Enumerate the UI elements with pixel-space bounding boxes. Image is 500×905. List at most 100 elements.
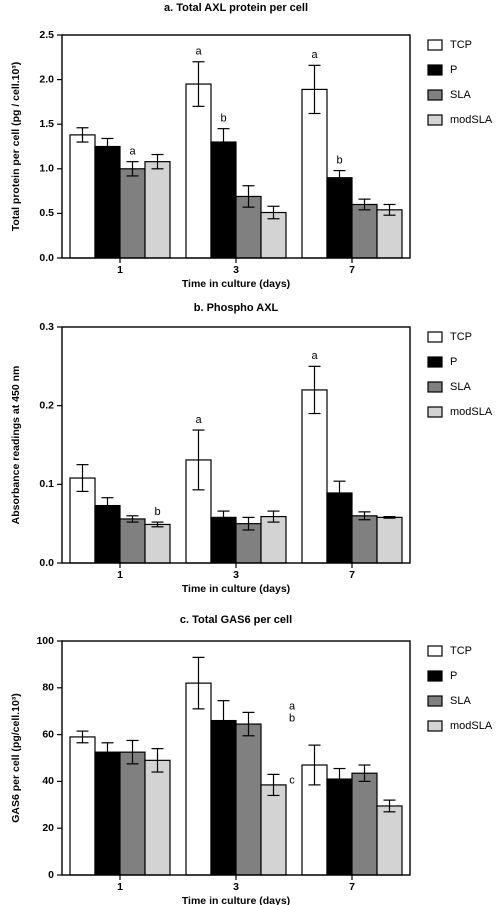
bar [144, 523, 171, 564]
error-bar [126, 161, 139, 177]
bar [260, 784, 287, 876]
bar [301, 88, 328, 259]
x-tick-label: 1 [117, 569, 123, 581]
significance-letter: b [336, 154, 342, 166]
y-tick-label: 2.0 [39, 73, 54, 85]
bar [235, 723, 262, 876]
bar [326, 778, 353, 876]
bar [144, 161, 171, 259]
chart-title: a. Total AXL protein per cell [164, 2, 308, 14]
significance-letter: b [220, 113, 226, 125]
y-tick-label: 100 [36, 635, 54, 647]
y-tick-label: 40 [42, 775, 54, 787]
bar [119, 518, 146, 564]
bar [94, 751, 121, 876]
legend-swatch [427, 720, 443, 732]
error-bar [192, 656, 205, 710]
significance-letter: a [195, 46, 202, 58]
plot-frame [61, 640, 411, 876]
bar [326, 177, 353, 259]
significance-letter: c [289, 774, 295, 786]
bar [376, 805, 403, 876]
bar [94, 145, 121, 259]
x-tick-label: 7 [349, 264, 355, 276]
chart: a. Total AXL protein per cell Total prote… [10, 2, 493, 290]
error-bar [217, 700, 230, 742]
error-bar [333, 767, 346, 791]
bar [351, 203, 378, 259]
plot-frame [61, 326, 411, 564]
y-tick-label: 0.0 [39, 252, 54, 264]
error-bar [383, 515, 396, 519]
error-bar [358, 198, 371, 211]
error-bar [76, 730, 89, 744]
legend-swatch [427, 670, 443, 682]
y-tick-label: 1.0 [39, 163, 54, 175]
bar [376, 516, 403, 564]
x-tick-label: 3 [233, 264, 239, 276]
error-bar [192, 429, 205, 491]
y-axis-title: GAS6 per cell (pg/cell.10³) [10, 693, 22, 823]
x-tick-label: 1 [117, 881, 123, 893]
bar [119, 168, 146, 259]
error-bar [333, 169, 346, 186]
y-tick-label: 0.3 [39, 321, 54, 333]
chart: c. Total GAS6 per cell GAS6 per cell (pg/… [10, 614, 493, 905]
error-bar [151, 521, 164, 528]
error-bar [217, 510, 230, 525]
error-bar [192, 61, 205, 107]
error-bar [383, 799, 396, 813]
legend-label: modSLA [450, 720, 493, 732]
legend-label: TCP [450, 331, 472, 343]
error-bar [101, 497, 114, 515]
legend-label: P [450, 356, 457, 368]
legend-swatch [427, 89, 443, 101]
x-tick-label: 1 [117, 264, 123, 276]
error-bar [333, 480, 346, 506]
bar [351, 515, 378, 564]
legend-label: SLA [450, 695, 471, 707]
error-bar [101, 137, 114, 156]
legend-label: SLA [450, 89, 471, 101]
legend-label: P [450, 64, 457, 76]
error-bar [358, 764, 371, 783]
error-bar [151, 153, 164, 170]
legend-label: TCP [450, 39, 472, 51]
significance-letter: a [289, 701, 296, 713]
legend-swatch [427, 695, 443, 707]
error-bar [76, 464, 89, 493]
error-bar [308, 744, 321, 786]
bar [210, 719, 237, 876]
bar [210, 141, 237, 259]
x-tick-label: 7 [349, 881, 355, 893]
y-tick-label: 0.0 [39, 557, 54, 569]
y-axis-title: Absorbance readings at 450 nm [10, 366, 22, 525]
bar [94, 504, 121, 564]
error-bar [242, 711, 255, 737]
error-bar [151, 748, 164, 773]
error-bar [101, 742, 114, 763]
x-axis-title: Time in culture (days) [182, 278, 290, 290]
error-bar [308, 64, 321, 115]
significance-letter: a [129, 146, 136, 158]
error-bar [358, 511, 371, 521]
y-tick-label: 20 [42, 822, 54, 834]
legend-swatch [427, 39, 443, 51]
y-tick-label: 2.5 [39, 29, 54, 41]
legend-swatch [427, 406, 443, 418]
bar [301, 389, 328, 564]
legend-label: TCP [450, 645, 472, 657]
legend-swatch [427, 64, 443, 76]
bar [260, 515, 287, 564]
bar [119, 751, 146, 876]
error-bar [126, 739, 139, 765]
x-axis-title: Time in culture (days) [182, 583, 290, 595]
y-axis-title: Total protein per cell (pg / cell.10³) [10, 62, 22, 232]
legend-swatch [427, 381, 443, 393]
y-tick-label: 0.5 [39, 207, 54, 219]
error-bar [267, 773, 280, 797]
error-bar [76, 127, 89, 143]
error-bar [267, 205, 280, 220]
error-bar [383, 203, 396, 216]
error-bar [267, 510, 280, 523]
